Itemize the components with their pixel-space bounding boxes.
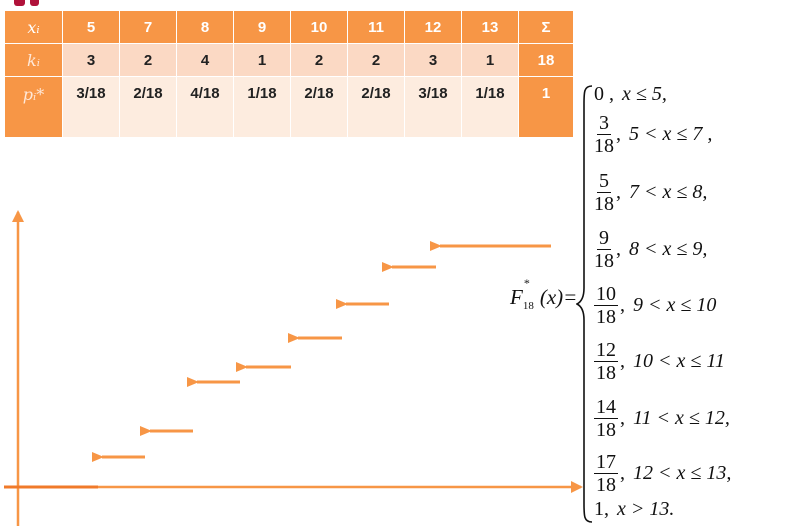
- case-row: 14 18, 11 < x ≤ 12,: [594, 396, 730, 441]
- function-label: F18 * (x)=: [510, 276, 578, 313]
- table-cell: 1/18: [233, 76, 291, 138]
- fraction-denominator: 18: [596, 306, 616, 328]
- fraction-numerator: 17: [594, 451, 618, 474]
- case-fraction: 14 18: [594, 396, 618, 441]
- function-letter: F: [510, 285, 523, 309]
- case-condition: x > 13.: [617, 498, 675, 520]
- case-row: 1, x > 13.: [594, 498, 674, 521]
- fraction-numerator: 3: [597, 112, 611, 135]
- sum-symbol-cell: Σ: [518, 10, 574, 44]
- fraction-denominator: 18: [594, 250, 614, 272]
- row-header-p: pᵢ*: [4, 76, 63, 138]
- fraction-denominator: 18: [596, 474, 616, 496]
- fraction-numerator: 9: [597, 227, 611, 250]
- case-condition: x ≤ 5,: [622, 83, 667, 105]
- frequency-table: xᵢ 5 7 8 9 10 11 12 13 Σ kᵢ 3 2 4 1 2 2 …: [4, 10, 574, 138]
- table-cell: 3/18: [62, 76, 120, 138]
- case-fraction: 12 18: [594, 339, 618, 384]
- case-row: 9 18, 8 < x ≤ 9,: [594, 227, 708, 272]
- case-row: 12 18, 10 < x ≤ 11: [594, 339, 725, 384]
- table-cell: 9: [233, 10, 291, 44]
- step-arrows: [92, 241, 551, 462]
- title-remnant: [0, 0, 40, 8]
- table-cell: 3/18: [404, 76, 462, 138]
- table-row-x: xᵢ 5 7 8 9 10 11 12 13 Σ: [4, 10, 574, 44]
- table-cell: 4: [176, 43, 234, 77]
- function-subscript: 18: [522, 300, 534, 313]
- case-fraction: 5 18: [594, 170, 614, 215]
- table-cell: 7: [119, 10, 177, 44]
- fraction-numerator: 12: [594, 339, 618, 362]
- sum-k-cell: 18: [518, 43, 574, 77]
- case-row: 3 18, 5 < x ≤ 7 ,: [594, 112, 713, 157]
- case-condition: 11 < x ≤ 12,: [633, 407, 730, 429]
- table-cell: 1/18: [461, 76, 519, 138]
- fraction-denominator: 18: [594, 135, 614, 157]
- function-argument: (x)=: [539, 285, 578, 309]
- table-cell: 2/18: [290, 76, 348, 138]
- table-cell: 2: [347, 43, 405, 77]
- fraction-numerator: 10: [594, 283, 618, 306]
- fraction-denominator: 18: [594, 193, 614, 215]
- case-condition: 7 < x ≤ 8,: [629, 181, 708, 203]
- case-row: 0 , x ≤ 5,: [594, 83, 667, 106]
- fraction-numerator: 5: [597, 170, 611, 193]
- case-fraction: 17 18: [594, 451, 618, 496]
- table-cell: 10: [290, 10, 348, 44]
- case-condition: 9 < x ≤ 10: [633, 294, 717, 316]
- fraction-numerator: 14: [594, 396, 618, 419]
- case-value: 0 ,: [594, 83, 614, 105]
- case-condition: 5 < x ≤ 7 ,: [629, 123, 713, 145]
- table-cell: 3: [62, 43, 120, 77]
- case-row: 17 18, 12 < x ≤ 13,: [594, 451, 732, 496]
- case-condition: 10 < x ≤ 11: [633, 350, 725, 372]
- fraction-denominator: 18: [596, 362, 616, 384]
- table-cell: 2/18: [347, 76, 405, 138]
- table-cell: 2/18: [119, 76, 177, 138]
- case-fraction: 10 18: [594, 283, 618, 328]
- case-fraction: 3 18: [594, 112, 614, 157]
- table-cell: 11: [347, 10, 405, 44]
- table-row-p: pᵢ* 3/18 2/18 4/18 1/18 2/18 2/18 3/18 1…: [4, 76, 574, 138]
- case-value: 1,: [594, 498, 609, 520]
- table-cell: 1: [461, 43, 519, 77]
- fraction-denominator: 18: [596, 419, 616, 441]
- table-cell: 2: [290, 43, 348, 77]
- case-row: 5 18, 7 < x ≤ 8,: [594, 170, 708, 215]
- table-cell: 3: [404, 43, 462, 77]
- sum-p-cell: 1: [518, 76, 574, 138]
- table-cell: 13: [461, 10, 519, 44]
- table-cell: 12: [404, 10, 462, 44]
- table-cell: 4/18: [176, 76, 234, 138]
- function-superscript: *: [523, 276, 530, 290]
- case-fraction: 9 18: [594, 227, 614, 272]
- case-row: 10 18, 9 < x ≤ 10: [594, 283, 717, 328]
- table-row-k: kᵢ 3 2 4 1 2 2 3 1 18: [4, 43, 574, 77]
- left-brace: [576, 85, 593, 523]
- case-condition: 12 < x ≤ 13,: [633, 462, 732, 484]
- case-condition: 8 < x ≤ 9,: [629, 238, 708, 260]
